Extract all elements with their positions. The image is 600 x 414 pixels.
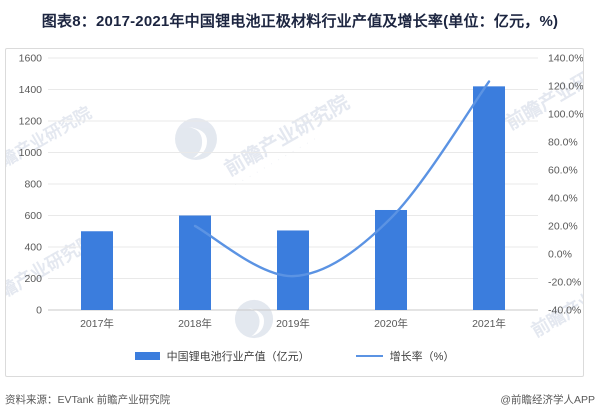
svg-text:1000: 1000 bbox=[19, 147, 43, 159]
svg-text:2019年: 2019年 bbox=[276, 317, 310, 330]
legend: 中国锂电池行业产值（亿元） 增长率（%） bbox=[6, 348, 583, 364]
footer: 资料来源：EVTank 前瞻产业研究院 @前瞻经济学人APP bbox=[0, 392, 600, 408]
svg-text:2021年: 2021年 bbox=[472, 317, 506, 330]
chart-area: 前瞻产业研究院 前瞻产业研究院 · · · · · · · · · · · · … bbox=[5, 48, 584, 377]
svg-text:0: 0 bbox=[36, 305, 42, 317]
svg-text:120.0%: 120.0% bbox=[548, 81, 584, 93]
svg-text:200: 200 bbox=[24, 273, 42, 285]
chart-canvas: 0 200 400 600 800 1000 1200 1400 1600 -40.0% -20.0… bbox=[19, 53, 584, 331]
bar-series-swatch bbox=[134, 352, 160, 360]
svg-text:20.0%: 20.0% bbox=[548, 221, 578, 233]
svg-text:40.0%: 40.0% bbox=[548, 193, 578, 205]
svg-text:600: 600 bbox=[24, 210, 42, 222]
legend-item-growth-rate: 增长率（%） bbox=[355, 348, 455, 364]
legend-item-output-value: 中国锂电池行业产值（亿元） bbox=[134, 348, 310, 364]
svg-text:140.0%: 140.0% bbox=[548, 53, 584, 65]
svg-text:1400: 1400 bbox=[19, 84, 43, 96]
svg-text:2017年: 2017年 bbox=[80, 317, 114, 330]
svg-text:800: 800 bbox=[24, 179, 42, 191]
svg-text:400: 400 bbox=[24, 242, 42, 254]
svg-text:-40.0%: -40.0% bbox=[548, 305, 581, 317]
page-title: 图表8：2017-2021年中国锂电池正极材料行业产值及增长率(单位：亿元，%) bbox=[41, 13, 559, 30]
credit-text: @前瞻经济学人APP bbox=[500, 394, 595, 406]
line-series-swatch bbox=[355, 355, 383, 357]
svg-text:60.0%: 60.0% bbox=[548, 165, 578, 177]
svg-text:2020年: 2020年 bbox=[374, 317, 408, 330]
svg-text:2018年: 2018年 bbox=[178, 317, 212, 330]
svg-text:100.0%: 100.0% bbox=[548, 109, 584, 121]
legend-label: 增长率（%） bbox=[389, 351, 455, 363]
svg-text:1600: 1600 bbox=[19, 53, 43, 65]
legend-label: 中国锂电池行业产值（亿元） bbox=[166, 351, 310, 363]
svg-text:80.0%: 80.0% bbox=[548, 137, 578, 149]
svg-text:-20.0%: -20.0% bbox=[548, 277, 581, 289]
svg-text:0.0%: 0.0% bbox=[548, 249, 572, 261]
data-source-text: 资料来源：EVTank 前瞻产业研究院 bbox=[5, 394, 171, 406]
svg-text:1200: 1200 bbox=[19, 116, 43, 128]
